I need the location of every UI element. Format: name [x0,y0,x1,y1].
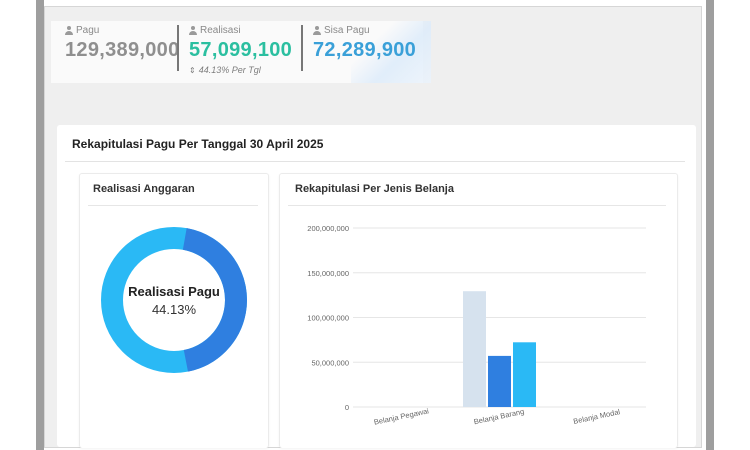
stat-pagu-label: Pagu [76,25,100,36]
y-tick-label: 50,000,000 [311,358,349,367]
window-frame-left [36,0,44,450]
bar[interactable] [488,355,511,407]
user-icon [65,26,73,35]
stat-pagu: Pagu 129,389,000 [65,21,180,83]
donut-realized-arc [101,227,247,373]
dashboard-panel: Pagu 129,389,000 Realisasi 57,099,100 ⇕ … [44,6,702,448]
bar-chart-card: Rekapitulasi Per Jenis Belanja 0 50,000,0… [279,173,678,448]
y-tick-label: 100,000,000 [307,314,349,323]
donut-card: Realisasi Anggaran Realisasi Pagu 44.13% [79,173,269,448]
stat-realisasi-label: Realisasi [200,25,241,36]
divider [65,161,685,162]
donut-center-title: Realisasi Pagu [128,284,220,299]
bar-chart: 0 50,000,000 100,000,000 150,000,000 200,000… [307,224,646,427]
donut-chart: Realisasi Pagu 44.13% [101,227,247,373]
stat-realisasi-percent: 44.13% Per Tgl [198,65,261,75]
bar[interactable] [513,342,536,407]
stat-pagu-value: 129,389,000 [65,39,180,61]
divider [288,205,666,206]
sort-icon: ⇕ [189,65,196,75]
stat-divider [177,25,179,71]
donut-title: Realisasi Anggaran [93,183,195,195]
stat-realisasi: Realisasi 57,099,100 ⇕ 44.13% Per Tgl [189,21,292,83]
divider [88,205,258,206]
bar[interactable] [463,291,486,407]
recap-title: Rekapitulasi Pagu Per Tanggal 30 April 2… [72,137,324,151]
stat-realisasi-value: 57,099,100 [189,39,293,61]
window-frame-right [706,0,714,450]
recap-card: Rekapitulasi Pagu Per Tanggal 30 April 2… [57,125,696,448]
x-category-label: Belanja Pegawai [373,406,430,426]
x-category-label: Belanja Modal [572,407,621,426]
y-tick-label: 0 [345,403,349,412]
stat-divider [301,25,303,71]
y-tick-label: 150,000,000 [307,269,349,278]
stats-summary: Pagu 129,389,000 Realisasi 57,099,100 ⇕ … [51,21,431,83]
user-icon [313,26,321,35]
stat-sisa-label: Sisa Pagu [324,25,370,36]
user-icon [189,26,197,35]
x-category-label: Belanja Barang [473,407,525,426]
bar-chart-title: Rekapitulasi Per Jenis Belanja [295,183,454,195]
decorative-background [351,21,431,83]
donut-center-value: 44.13% [152,302,197,317]
y-tick-label: 200,000,000 [307,224,349,233]
stat-sisa-value: 72,289,900 [313,39,417,61]
stat-sisa-pagu: Sisa Pagu 72,289,900 [313,21,416,83]
